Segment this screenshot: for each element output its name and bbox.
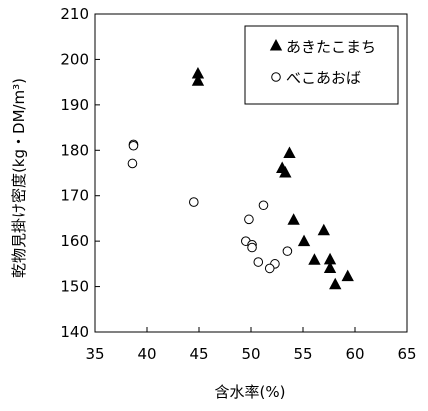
y-tick-label: 180 (60, 141, 89, 159)
y-tick-label: 190 (60, 96, 89, 114)
data-point-triangle (287, 213, 300, 225)
data-point-triangle (297, 234, 311, 247)
data-point-triangle (341, 269, 354, 282)
legend-label: べこあおば (286, 69, 361, 87)
data-point-circle (282, 246, 293, 256)
x-tick-label: 55 (293, 345, 312, 363)
axes-layer: 140 150 160 170 180 190 200 210 35 40 45 50 55 60 65 (60, 5, 416, 363)
x-tick-label: 65 (397, 345, 416, 363)
x-tick-label: 40 (137, 345, 156, 363)
y-tick-label: 140 (60, 323, 89, 341)
legend-label: あきたこまち (286, 38, 376, 56)
data-point-circle (264, 263, 275, 274)
data-point-triangle (329, 277, 342, 290)
legend-marker-circle (271, 72, 281, 82)
data-point-circle (244, 214, 254, 225)
data-point-triangle (191, 74, 205, 86)
series-2 (127, 139, 293, 274)
y-tick-label: 150 (60, 278, 89, 296)
x-tick-label: 45 (189, 345, 208, 363)
data-point-circle (127, 158, 138, 169)
data-point-triangle (283, 146, 296, 159)
legend-marker-triangle (269, 39, 283, 51)
data-point-triangle (308, 253, 321, 265)
x-tick-label: 50 (241, 345, 260, 363)
y-tick-label: 210 (60, 5, 89, 23)
data-point-circle (189, 197, 199, 207)
y-tick-label: 200 (60, 50, 89, 68)
data-point-triangle (279, 166, 292, 178)
data-point-triangle (317, 223, 330, 236)
x-axis-title: 含水率(%) (215, 383, 286, 401)
y-tick-label: 170 (60, 187, 89, 205)
x-tick-label: 60 (345, 345, 364, 363)
y-tick-label: 160 (60, 232, 89, 250)
data-point-circle (258, 200, 269, 211)
data-point-circle (247, 242, 257, 253)
series-1 (191, 66, 354, 290)
y-axis-title: 乾物見掛け密度(kg・DM/m³) (10, 78, 28, 278)
data-point-triangle (323, 261, 337, 273)
data-point-circle (128, 140, 139, 151)
data-point-circle (253, 257, 264, 267)
x-tick-label: 35 (85, 345, 104, 363)
legend-box (244, 25, 399, 105)
marks-layer (127, 66, 354, 290)
